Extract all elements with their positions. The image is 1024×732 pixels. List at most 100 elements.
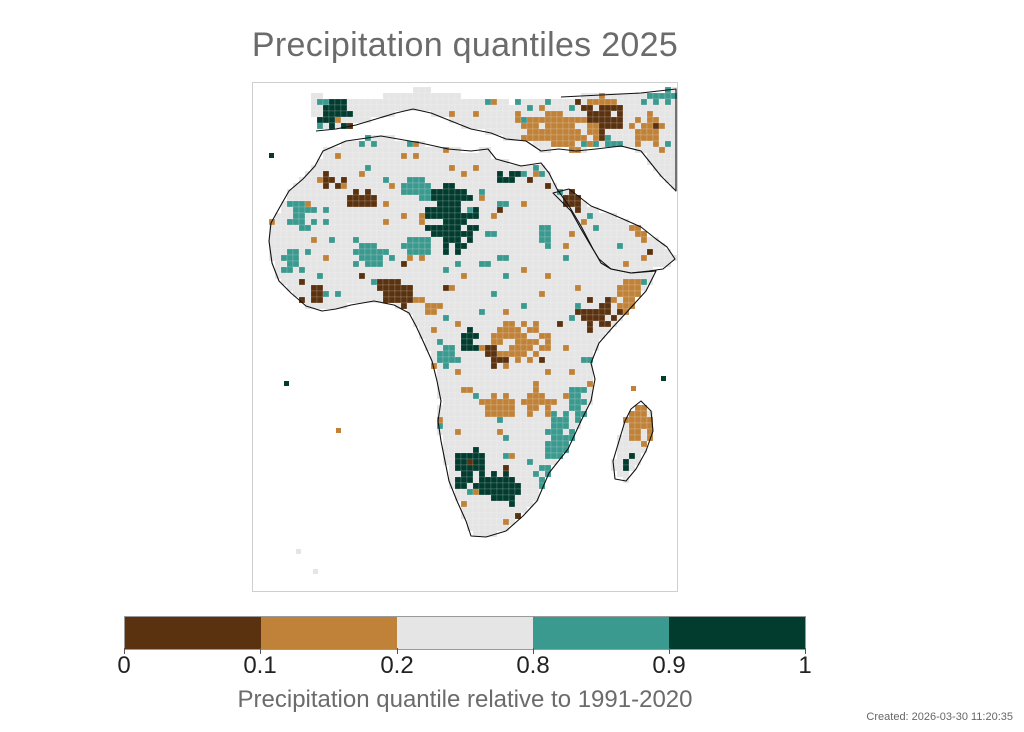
map-cell-dry: [628, 122, 636, 130]
map-cell-normal: [484, 470, 492, 478]
map-cell-normal: [352, 152, 360, 160]
map-cell-normal: [496, 128, 504, 136]
map-cell-normal: [490, 518, 498, 526]
map-cell-dry: [610, 98, 618, 106]
map-cell-normal: [460, 248, 468, 256]
map-cell-dry: [490, 392, 498, 400]
map-cell-normal: [490, 182, 498, 190]
map-cell-normal: [388, 224, 396, 232]
map-cell-normal: [406, 194, 414, 202]
map-cell-wet: [556, 446, 564, 454]
map-cell-wet: [550, 422, 558, 430]
map-cell-normal: [400, 272, 408, 280]
map-cell-normal: [580, 344, 588, 352]
map-cell-very-dry: [310, 284, 318, 292]
map-cell-very-dry: [610, 314, 618, 322]
map-cell-normal: [622, 116, 630, 124]
map-cell-very-dry: [604, 302, 612, 310]
map-cell-normal: [448, 326, 456, 334]
map-cell-normal: [340, 146, 348, 154]
map-cell-normal: [448, 248, 456, 256]
map-cell-normal: [502, 128, 510, 136]
map-cell-dry: [532, 134, 540, 142]
map-cell-very-wet: [472, 344, 480, 352]
map-cell-normal: [598, 218, 606, 226]
map-cell-normal: [586, 230, 594, 238]
map-cell-normal: [334, 170, 342, 178]
map-cell-normal: [610, 302, 618, 310]
map-cell-wet: [538, 224, 546, 232]
map-cell-wet: [364, 242, 372, 250]
map-cell-normal: [502, 212, 510, 220]
map-cell-dry: [508, 398, 516, 406]
map-cell-dry: [490, 212, 498, 220]
map-cell-normal: [496, 122, 504, 130]
map-cell-normal: [424, 314, 432, 322]
map-cell-very-dry: [484, 350, 492, 358]
map-cell-normal: [412, 164, 420, 172]
map-cell-normal: [430, 152, 438, 160]
map-cell-wet: [280, 254, 288, 262]
map-cell-normal: [358, 110, 366, 118]
map-cell-normal: [538, 284, 546, 292]
map-cell-normal: [628, 440, 636, 448]
map-cell-normal: [526, 446, 534, 454]
map-cell-normal: [454, 152, 462, 160]
map-cell-normal: [526, 494, 534, 502]
map-cell-very-dry: [406, 284, 414, 292]
map-cell-dry: [568, 230, 576, 238]
map-cell-normal: [496, 446, 504, 454]
map-cell-normal: [484, 110, 492, 118]
map-cell-normal: [286, 194, 294, 202]
map-cell-normal: [370, 104, 378, 112]
map-cell-normal: [514, 440, 522, 448]
map-cell-normal: [460, 320, 468, 328]
map-cell-very-dry: [568, 194, 576, 202]
map-cell-wet: [502, 272, 510, 280]
map-cell-normal: [430, 182, 438, 190]
map-cell-wet: [496, 416, 504, 424]
map-cell-normal: [296, 549, 301, 554]
map-cell-normal: [322, 248, 330, 256]
map-cell-wet: [442, 356, 450, 364]
map-cell-normal: [586, 344, 594, 352]
map-cell-normal: [490, 254, 498, 262]
map-cell-normal: [592, 218, 600, 226]
map-cell-normal: [346, 158, 354, 166]
map-cell-normal: [388, 212, 396, 220]
map-cell-normal: [436, 92, 444, 100]
map-cell-normal: [442, 446, 450, 454]
map-cell-normal: [610, 272, 618, 280]
map-cell-normal: [658, 158, 666, 166]
map-cell-normal: [502, 236, 510, 244]
map-cell-normal: [424, 272, 432, 280]
map-cell-normal: [514, 464, 522, 472]
map-cell-normal: [292, 284, 300, 292]
map-cell-normal: [556, 290, 564, 298]
map-cell-dry: [490, 338, 498, 346]
map-cell-normal: [478, 332, 486, 340]
map-cell-normal: [514, 494, 522, 502]
map-cell-normal: [436, 332, 444, 340]
map-cell-very-wet: [466, 212, 474, 220]
map-cell-normal: [484, 464, 492, 472]
map-cell-normal: [556, 248, 564, 256]
map-cell-wet: [478, 260, 486, 268]
map-cell-normal: [352, 146, 360, 154]
map-cell-normal: [358, 284, 366, 292]
map-cell-normal: [544, 266, 552, 274]
map-cell-very-wet: [484, 482, 492, 490]
map-cell-normal: [592, 332, 600, 340]
map-cell-dry: [544, 332, 552, 340]
map-cell-normal: [640, 116, 648, 124]
map-cell-normal: [556, 296, 564, 304]
map-cell-normal: [490, 218, 498, 226]
map-cell-normal: [514, 380, 522, 388]
map-cell-normal: [376, 212, 384, 220]
map-cell-very-dry: [364, 200, 372, 208]
map-cell-wet: [412, 188, 420, 196]
map-cell-normal: [652, 260, 660, 268]
map-cell-normal: [502, 368, 510, 376]
map-cell-normal: [310, 194, 318, 202]
map-cell-normal: [322, 200, 330, 208]
